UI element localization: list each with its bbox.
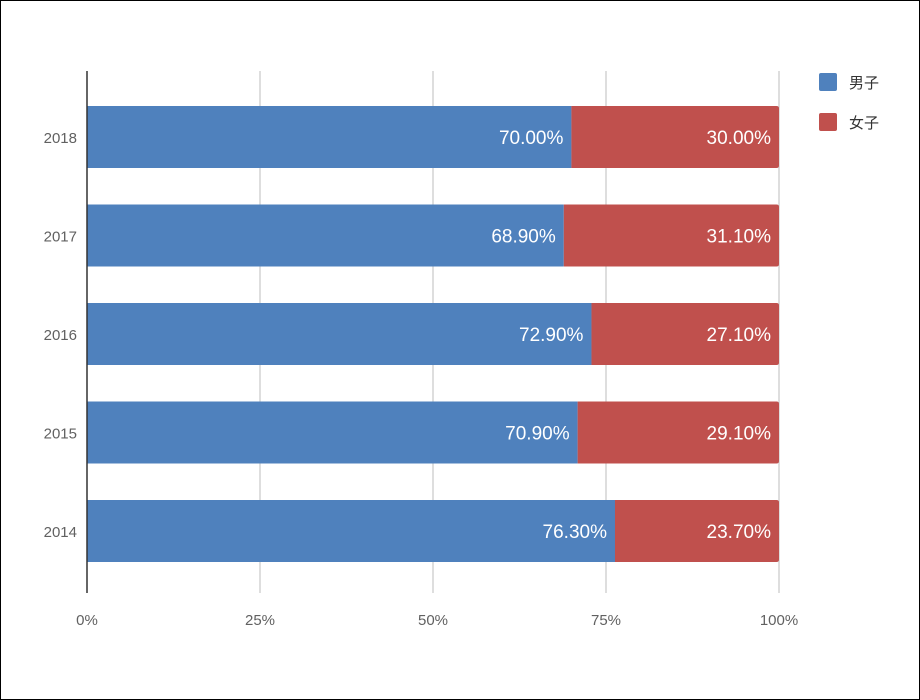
legend-swatch-girls (819, 113, 837, 131)
x-axis: 0% 25% 50% 75% 100% (76, 612, 798, 629)
y-tick-label: 2014 (44, 524, 77, 541)
legend-swatch-boys (819, 73, 837, 91)
y-tick-label: 2017 (44, 229, 77, 246)
x-tick-label: 25% (245, 612, 275, 629)
bar-segment-girls (614, 500, 779, 562)
legend-label-girls: 女子 (849, 114, 879, 132)
bar-segment-girls (591, 303, 779, 365)
data-labels: 70.00% 30.00% 68.90% 31.10% 72.90% 27.10% 70.9… (491, 128, 771, 543)
legend-label-boys: 男子 (849, 74, 879, 92)
bar-segment-boys (87, 500, 615, 562)
bar-segment-girls (577, 401, 779, 464)
bar-data-label: 70.00% (499, 128, 564, 149)
bar-data-label: 30.00% (707, 128, 772, 149)
bar-data-label: 76.30% (543, 522, 608, 543)
x-tick-label: 100% (760, 612, 798, 629)
x-tick-label: 75% (591, 612, 621, 629)
bar-data-label: 68.90% (491, 227, 556, 248)
bar-data-label: 27.10% (707, 325, 772, 346)
bar-data-label: 31.10% (707, 227, 772, 248)
y-axis: 2018 2017 2016 2015 2014 (44, 71, 88, 593)
bar-segment-boys (87, 401, 578, 464)
bar-segment-girls (571, 106, 779, 168)
x-tick-label: 0% (76, 612, 98, 629)
bar-data-label: 23.70% (707, 522, 772, 543)
bar-data-label: 72.90% (519, 325, 584, 346)
y-tick-label: 2015 (44, 426, 77, 443)
bar-data-label: 70.90% (505, 424, 570, 445)
bars (87, 106, 779, 562)
y-tick-label: 2018 (44, 130, 77, 147)
y-tick-label: 2016 (44, 327, 77, 344)
bar-segment-girls (563, 204, 779, 267)
bar-segment-boys (87, 204, 564, 267)
bar-segment-boys (87, 303, 592, 365)
x-tick-label: 50% (418, 612, 448, 629)
bar-segment-boys (87, 106, 572, 168)
bar-data-label: 29.10% (707, 424, 772, 445)
